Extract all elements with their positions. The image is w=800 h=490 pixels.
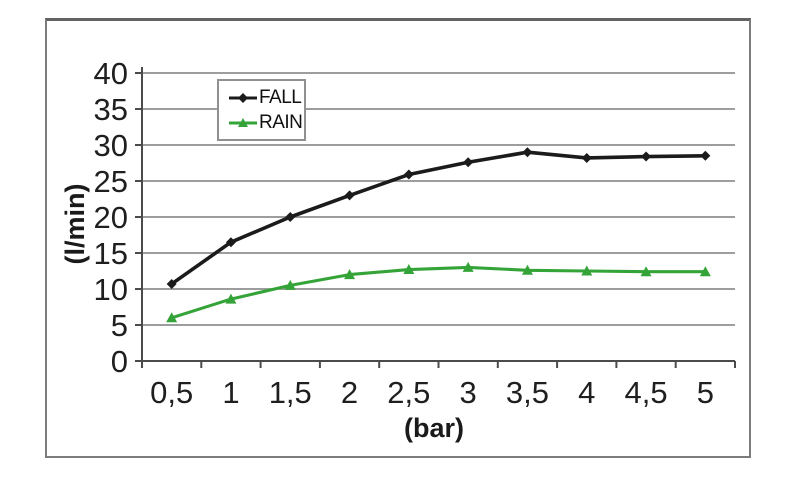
fall-data-point-marker <box>522 147 533 158</box>
legend: FALL RAIN <box>217 79 306 141</box>
y-tick-label: 5 <box>111 308 128 343</box>
x-tick-label: 5 <box>697 375 714 410</box>
y-tick-label: 20 <box>94 200 128 235</box>
y-axis-title: (l/min) <box>60 183 90 265</box>
fall-data-point-marker <box>166 278 177 289</box>
legend-label-fall: FALL <box>259 87 302 108</box>
y-tick-label: 15 <box>94 236 128 271</box>
x-tick-label: 1 <box>222 375 239 410</box>
y-tick-label: 30 <box>94 128 128 163</box>
y-tick-label: 25 <box>94 164 128 199</box>
y-tick-label: 10 <box>94 272 128 307</box>
x-tick-label: 2 <box>341 375 358 410</box>
fall-data-point-marker <box>700 150 711 161</box>
chart-figure: 0 5 10 15 20 25 30 35 40 0,5 1 1,5 2 2,5 3 3,5 4 4,5 5 (l/… <box>45 18 751 458</box>
legend-label-rain: RAIN <box>259 112 303 133</box>
rain-series-marker-icon <box>229 117 257 127</box>
rain-data-point-marker <box>462 261 474 272</box>
x-tick-label: 4,5 <box>624 375 667 410</box>
fall-data-point-marker <box>285 212 296 222</box>
rain-data-point-marker <box>166 312 178 323</box>
fall-data-point-marker <box>641 151 652 162</box>
rain-data-point-marker <box>640 266 652 277</box>
fall-data-point-marker <box>581 152 592 163</box>
rain-data-point-marker <box>403 264 415 275</box>
y-tick-label: 40 <box>94 56 128 91</box>
fall-data-point-marker <box>225 237 236 248</box>
fall-series-line <box>169 150 708 286</box>
rain-data-point-marker <box>581 265 593 276</box>
legend-item-rain: RAIN <box>228 111 304 134</box>
y-tick-label: 35 <box>94 92 128 127</box>
fall-series-marker-icon <box>229 92 257 103</box>
y-tick-label: 0 <box>111 344 128 379</box>
rain-data-point-marker <box>699 266 711 277</box>
x-tick-label: 3 <box>460 375 477 410</box>
x-tick-label: 4 <box>578 375 595 410</box>
fall-data-point-marker <box>403 169 414 180</box>
rain-series-line <box>170 265 707 320</box>
x-tick-label: 3,5 <box>506 375 549 410</box>
fall-data-point-marker <box>463 157 474 168</box>
x-tick-label: 0,5 <box>150 375 193 410</box>
rain-data-point-marker <box>344 269 356 280</box>
x-tick-label: 2,5 <box>387 375 430 410</box>
legend-item-fall: FALL <box>228 86 304 109</box>
rain-data-point-marker <box>521 264 533 275</box>
fall-data-point-marker <box>344 190 355 201</box>
rain-data-point-marker <box>284 279 296 290</box>
x-axis-title: (bar) <box>404 413 464 443</box>
rain-data-point-marker <box>225 293 237 304</box>
x-tick-label: 1,5 <box>269 375 312 410</box>
